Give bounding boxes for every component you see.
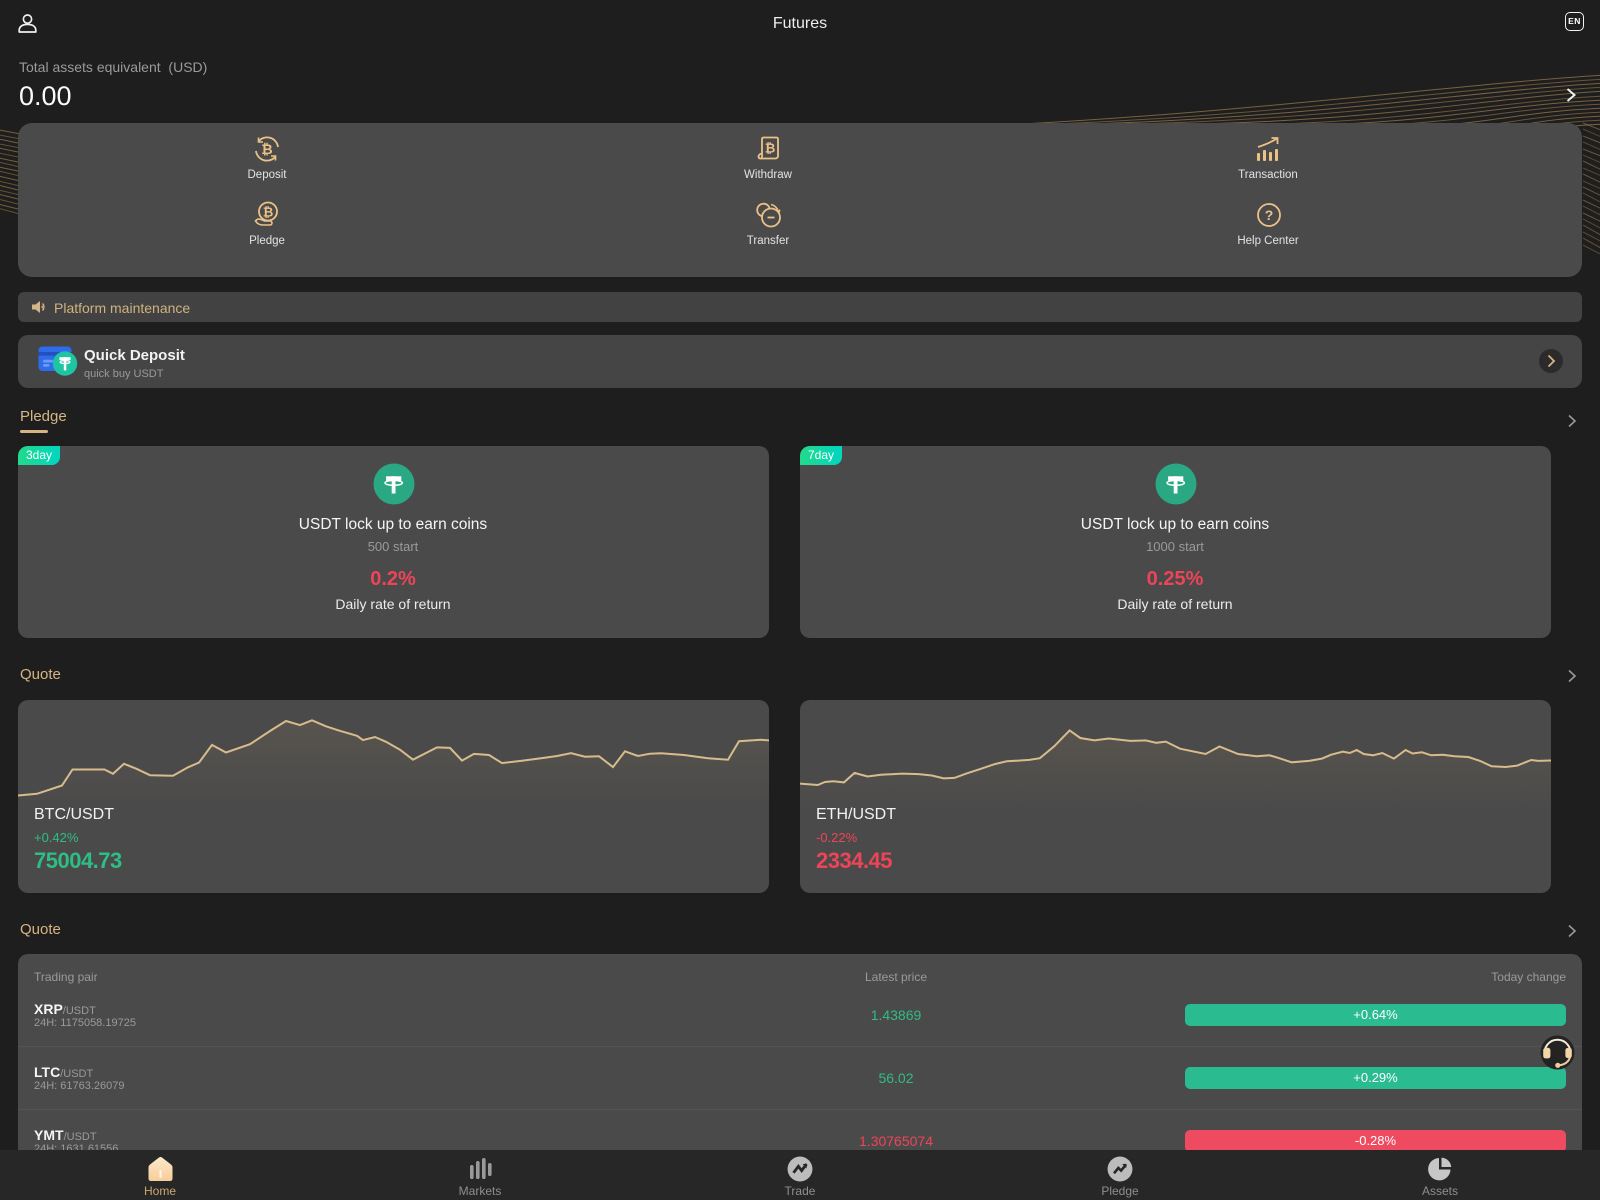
svg-text:₿: ₿	[765, 141, 776, 156]
svg-text:₿: ₿	[263, 205, 274, 220]
svg-text:₿: ₿	[261, 141, 272, 157]
svg-text:?: ?	[1265, 207, 1274, 223]
